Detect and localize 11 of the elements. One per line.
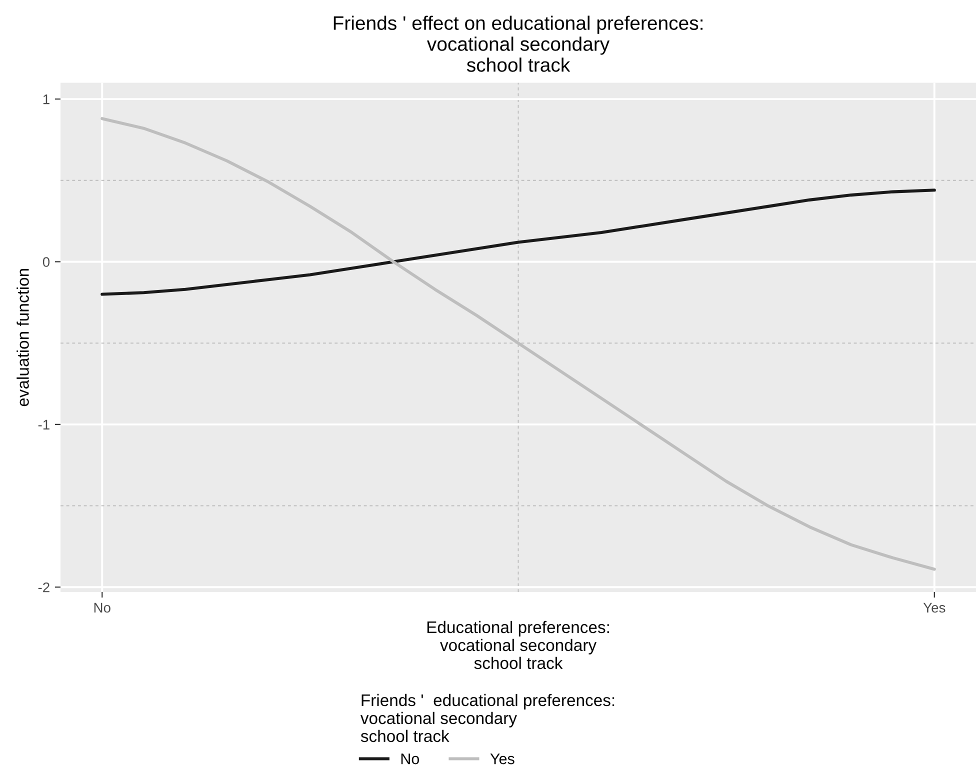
y-tick-label: 1 bbox=[43, 94, 50, 104]
y-tick-label: 0 bbox=[42, 257, 50, 267]
y-axis-title: evaluation function bbox=[16, 268, 29, 406]
chart-title: Friends ' effect on educational preferences: vocational secondary school track bbox=[334, 16, 702, 72]
legend-label: No bbox=[401, 754, 420, 764]
x-axis-title: Educational preferences: vocational secondary school track bbox=[427, 620, 609, 670]
legend-label: Yes bbox=[490, 754, 514, 764]
y-tick-label: -2 bbox=[38, 582, 50, 592]
legend-title: Friends ' educational preferences: vocational secondary school track bbox=[360, 694, 614, 742]
y-tick-label: -1 bbox=[38, 420, 50, 430]
line-series bbox=[100, 188, 936, 296]
